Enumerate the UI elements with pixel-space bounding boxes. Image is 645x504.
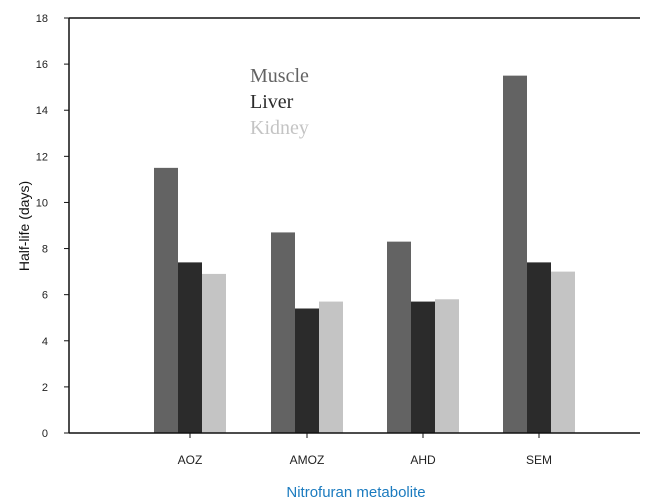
legend: Muscle Liver Kidney <box>250 65 309 139</box>
x-tick-label: SEM <box>526 453 552 467</box>
y-tick-label: 16 <box>36 59 48 71</box>
legend-item-liver: Liver <box>250 91 294 113</box>
bar-kidney-ahd <box>435 299 459 433</box>
y-tick-label: 10 <box>36 197 48 209</box>
bar-muscle-sem <box>503 75 527 433</box>
y-tick-label: 12 <box>36 151 48 163</box>
bar-kidney-aoz <box>202 273 226 433</box>
y-tick-label: 4 <box>42 336 48 348</box>
bar-liver-sem <box>527 262 551 433</box>
bars <box>154 75 575 433</box>
y-tick-label: 14 <box>36 105 48 117</box>
y-tick-label: 8 <box>42 244 48 256</box>
bar-liver-amoz <box>295 308 319 433</box>
y-tick-label: 18 <box>36 13 48 25</box>
x-axis-title: Nitrofuran metabolite <box>286 484 425 501</box>
x-tick-label: AOZ <box>178 453 203 467</box>
x-tick-label: AHD <box>410 453 436 467</box>
legend-item-muscle: Muscle <box>250 65 309 87</box>
y-axis-title: Half-life (days) <box>16 181 32 271</box>
legend-item-kidney: Kidney <box>250 117 309 139</box>
y-tick-label: 0 <box>42 428 48 440</box>
x-tick-labels: AOZ AMOZ AHD SEM <box>178 433 552 467</box>
bar-muscle-aoz <box>154 167 178 433</box>
bar-liver-ahd <box>411 301 435 433</box>
bar-liver-aoz <box>178 262 202 433</box>
axes <box>68 17 640 434</box>
y-tick-label: 2 <box>42 382 48 394</box>
bar-muscle-ahd <box>387 241 411 433</box>
bar-kidney-sem <box>551 271 575 433</box>
y-tick-label: 6 <box>42 290 48 302</box>
bar-kidney-amoz <box>319 301 343 433</box>
bar-muscle-amoz <box>271 232 295 433</box>
y-ticks: 0 2 4 6 8 10 12 14 16 18 <box>36 13 69 440</box>
x-tick-label: AMOZ <box>290 453 325 467</box>
